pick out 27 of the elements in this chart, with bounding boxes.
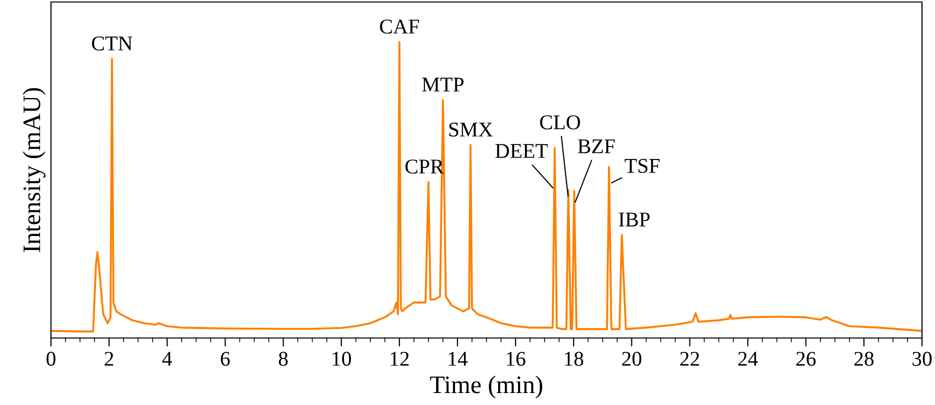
- y-axis-title: Intensity (mAU): [22, 88, 46, 252]
- annotation: IBP: [618, 212, 650, 226]
- annotation: MTP: [422, 78, 464, 92]
- x-tick-label: 24: [738, 352, 758, 366]
- x-tick-label: 16: [506, 352, 526, 366]
- x-tick-label: 4: [162, 352, 172, 366]
- annotation: CAF: [380, 20, 419, 34]
- x-axis-title: Time (min): [430, 376, 542, 398]
- annotation: BZF: [578, 140, 615, 154]
- x-tick-label: 6: [220, 352, 230, 366]
- x-tick-label: 20: [622, 352, 642, 366]
- x-tick-label: 12: [390, 352, 409, 366]
- x-tick-label: 14: [448, 352, 468, 366]
- x-tick-label: 28: [854, 352, 874, 366]
- x-tick-label: 2: [104, 352, 114, 366]
- annotation: DEET: [495, 144, 548, 158]
- annotation: SMX: [449, 122, 493, 137]
- x-tick-label: 8: [278, 352, 288, 366]
- x-tick-label: 22: [680, 352, 699, 366]
- x-tick-label: 0: [46, 352, 56, 366]
- annotation: CTN: [92, 36, 132, 50]
- x-tick-label: 10: [332, 352, 351, 366]
- annotation: CLO: [540, 115, 580, 130]
- x-tick-label: 26: [796, 352, 816, 366]
- annotation: TSF: [624, 158, 660, 173]
- x-tick-label: 30: [912, 352, 932, 366]
- x-tick-label: 18: [565, 352, 584, 366]
